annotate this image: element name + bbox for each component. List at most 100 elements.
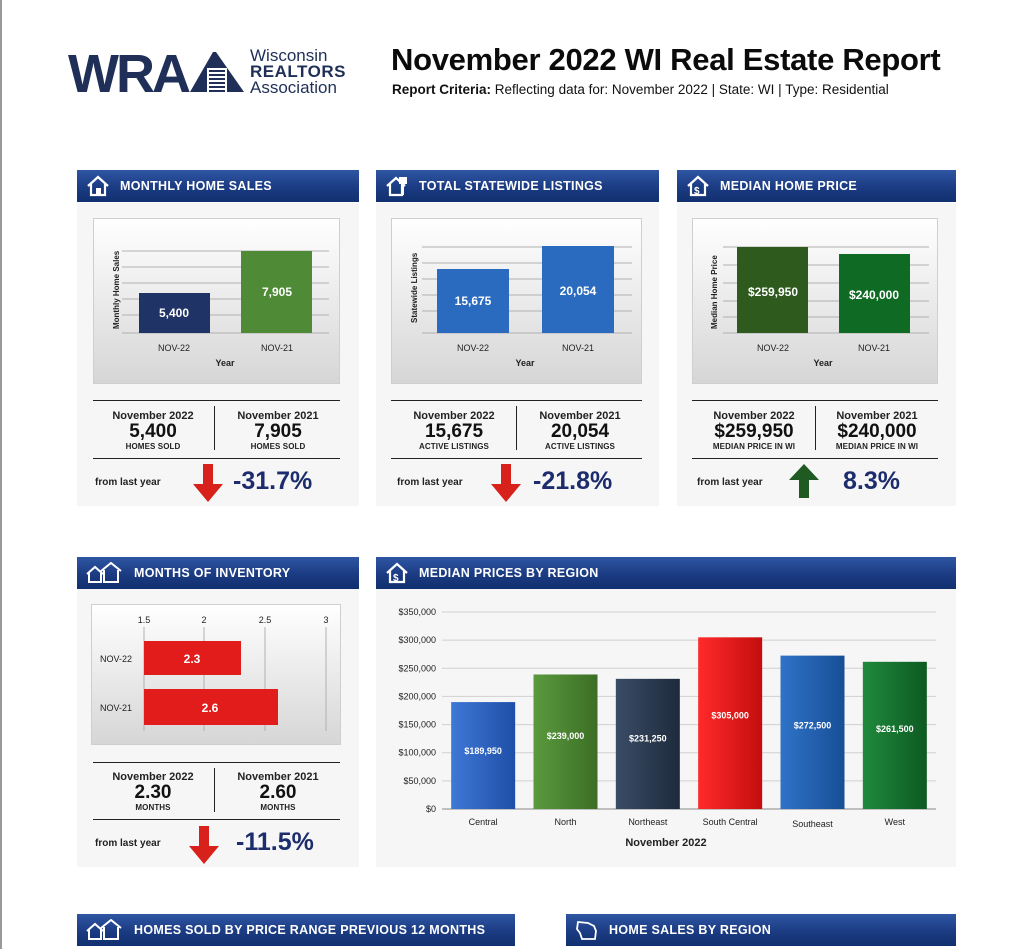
listings-title: TOTAL STATEWIDE LISTINGS [419, 179, 603, 193]
y-tick-label: $300,000 [398, 635, 436, 645]
stat-top-rule [93, 762, 340, 763]
bar-label-nov-21: $240,000 [849, 288, 899, 302]
stat-label: November 2022 [112, 771, 194, 783]
stat-value: $240,000 [837, 421, 917, 442]
up-arrow-icon [789, 464, 819, 498]
y-axis-label: Statewide Listings [410, 252, 419, 323]
stat-unit: MEDIAN PRICE IN WI [712, 442, 796, 451]
logo-wordmark: Wisconsin REALTORS Association [250, 46, 346, 97]
stat-unit: MEDIAN PRICE IN WI [835, 442, 919, 451]
median-price-header: $ MEDIAN HOME PRICE [677, 170, 956, 202]
wra-logo-mark: WRA [68, 44, 244, 100]
svg-text:$: $ [393, 573, 399, 584]
stat-label: November 2022 [112, 410, 194, 422]
stat-divider [214, 406, 215, 450]
stat-top-rule [692, 400, 938, 401]
region-value-label: $261,500 [876, 724, 914, 734]
y-tick-label: $100,000 [398, 748, 436, 758]
tick-nov-21: NOV-21 [261, 343, 293, 353]
listings-chart-svg: 15,675 20,054 NOV-22 NOV-21 Year Statewi… [410, 246, 632, 368]
stat-label: November 2021 [539, 410, 621, 422]
bar-nov-21 [839, 254, 910, 333]
bar-label-nov-22: $259,950 [748, 285, 798, 299]
bar-label-nov-22: 5,400 [159, 306, 189, 320]
tick-nov-22: NOV-22 [457, 343, 489, 353]
logo-line2: REALTORS [250, 62, 346, 81]
x-axis-label: Year [813, 358, 833, 368]
stat-value: 7,905 [254, 421, 302, 442]
stat-unit: MONTHS [260, 803, 296, 812]
stat-bottom-rule [391, 458, 642, 459]
listings-header: TOTAL STATEWIDE LISTINGS [376, 170, 659, 202]
tick-nov-21: NOV-21 [858, 343, 890, 353]
logo-line1: Wisconsin [250, 46, 328, 65]
stat-value: $259,950 [714, 421, 794, 442]
tick-2-5: 2.5 [259, 615, 272, 625]
inventory-title: MONTHS OF INVENTORY [134, 566, 291, 580]
median-price-chart-svg: $259,950 $240,000 NOV-22 NOV-21 Year Med… [710, 246, 929, 368]
bar-nov-22 [139, 293, 210, 333]
cat-nov-22: NOV-22 [100, 654, 132, 664]
wra-logo: WRA Wisconsin REALTORS Association [68, 44, 358, 100]
stat-unit: MONTHS [135, 803, 171, 812]
inventory-change: -11.5% [236, 828, 314, 856]
stat-top-rule [391, 400, 642, 401]
median-price-chart: $259,950 $240,000 NOV-22 NOV-21 Year Med… [692, 218, 938, 384]
stat-value: 20,054 [550, 421, 610, 442]
y-axis-label: Monthly Home Sales [112, 250, 121, 329]
inventory-left-stat: November 2022 2.30 MONTHS [93, 771, 213, 812]
from-last-year-label: from last year [95, 477, 161, 488]
stat-divider [815, 406, 816, 450]
x-axis-label: Year [215, 358, 235, 368]
bar-nov-22 [737, 247, 808, 333]
stat-bottom-rule [93, 819, 340, 820]
down-arrow-icon [189, 826, 219, 864]
regions-title: MEDIAN PRICES BY REGION [419, 566, 599, 580]
stat-value: 5,400 [129, 421, 177, 442]
region-value-label: $272,500 [794, 721, 832, 731]
tick-nov-22: NOV-22 [757, 343, 789, 353]
x-axis-label: Year [515, 358, 535, 368]
stat-bottom-rule [692, 458, 938, 459]
region-value-label: $239,000 [547, 731, 585, 741]
bar-label-nov-21: 7,905 [262, 285, 292, 299]
bar-label-nov-22: 15,675 [455, 294, 492, 308]
region-bar-central [451, 702, 516, 809]
monthly-sales-left-stat: November 2022 5,400 HOMES SOLD [93, 410, 213, 451]
monthly-sales-chart-svg: 5,400 7,905 NOV-22 NOV-21 Year Monthly H… [112, 250, 329, 368]
region-bar-south-central [698, 637, 763, 809]
cat-nov-21: NOV-21 [100, 703, 132, 713]
inventory-right-stat: November 2021 2.60 MONTHS [218, 771, 338, 812]
stat-unit: HOMES SOLD [125, 442, 181, 451]
tick-3: 3 [323, 615, 328, 625]
from-last-year-label: from last year [697, 477, 763, 488]
money-house-icon: $ [685, 175, 711, 197]
regions-header: $ MEDIAN PRICES BY REGION [376, 557, 956, 589]
listings-left-stat: November 2022 15,675 ACTIVE LISTINGS [393, 410, 515, 451]
stat-value: 15,675 [424, 421, 484, 442]
stat-label: November 2021 [237, 771, 319, 783]
region-value-label: $189,950 [464, 746, 502, 756]
bar-nov-21 [241, 251, 312, 333]
median-price-change: 8.3% [843, 467, 900, 495]
y-tick-label: $50,000 [403, 776, 436, 786]
y-tick-label: $200,000 [398, 691, 436, 701]
criteria-label: Report Criteria: [392, 82, 492, 97]
inventory-chart-svg: 1.5 2 2.5 3 2.3 2.6 NOV-22 NOV-21 [100, 615, 329, 731]
stat-bottom-rule [93, 458, 340, 459]
monthly-sales-header: MONTHLY HOME SALES [77, 170, 359, 202]
logo-line3: Association [250, 78, 337, 97]
region-category-label: West [885, 817, 906, 827]
logo-mark-text: WRA [68, 44, 190, 100]
stat-label: November 2021 [237, 410, 319, 422]
y-tick-label: $350,000 [398, 607, 436, 617]
down-arrow-icon [193, 464, 223, 502]
monthly-sales-change: -31.7% [233, 467, 313, 495]
price-range-title: HOMES SOLD BY PRICE RANGE PREVIOUS 12 MO… [134, 923, 486, 937]
bar-nov-22 [437, 269, 509, 333]
from-last-year-label: from last year [397, 477, 463, 488]
from-last-year-label: from last year [95, 838, 161, 849]
tick-2: 2 [201, 615, 206, 625]
y-tick-label: $250,000 [398, 663, 436, 673]
median-price-title: MEDIAN HOME PRICE [720, 179, 858, 193]
